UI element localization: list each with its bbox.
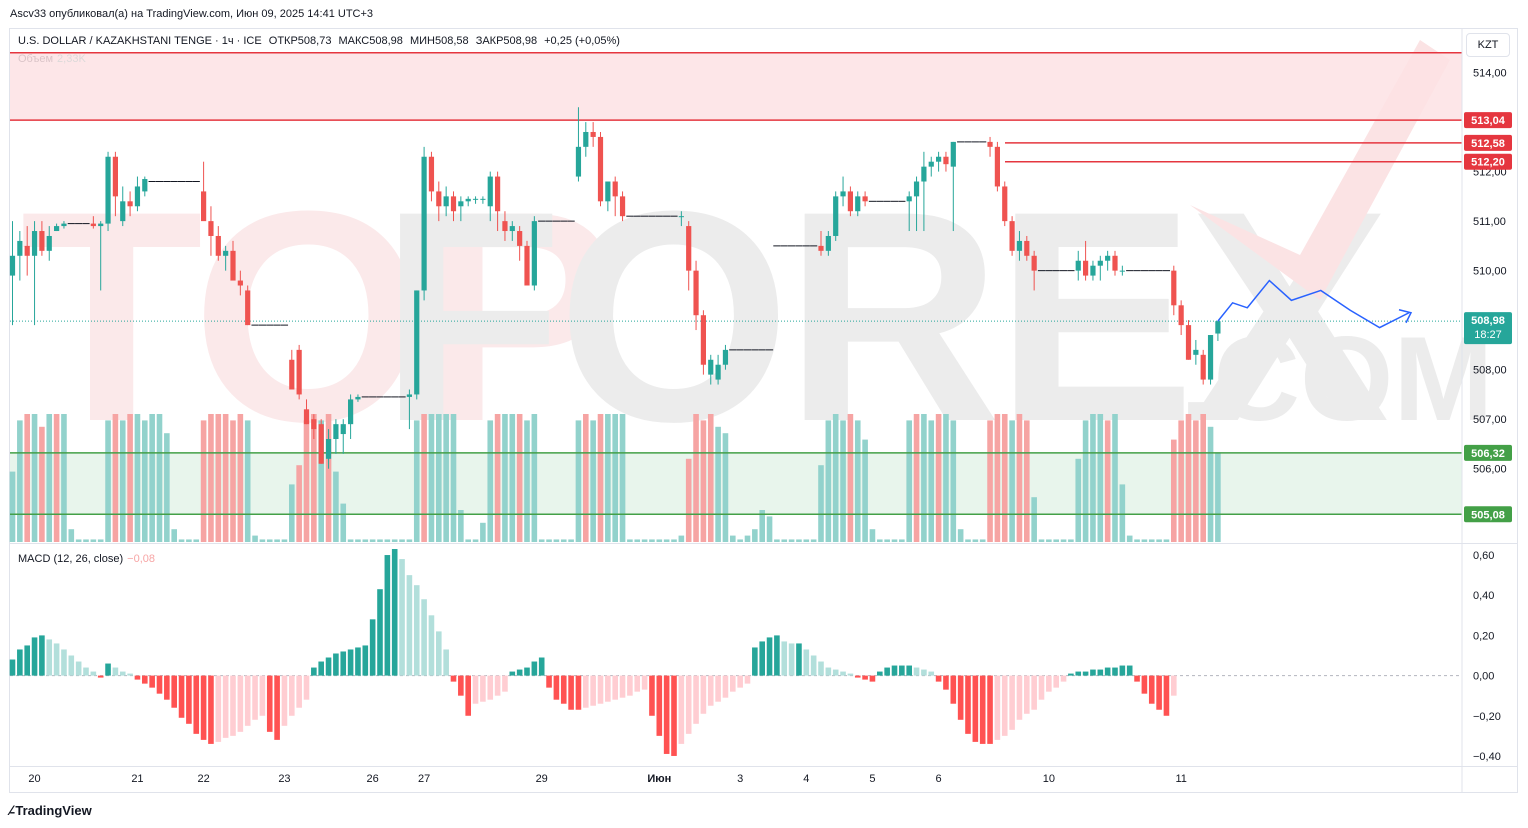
macd-legend[interactable]: MACD (12, 26, close) −0,08 [18,553,155,565]
open-value: ОТКР508,73 [268,35,332,47]
publisher-note: Ascv33 опубликовал(а) на TradingView.com… [10,8,374,20]
tradingview-logo[interactable]: ⁄̵ TradingView [10,802,92,818]
volume-label: Объем [18,53,54,65]
change-value: +0,25 (+0,05%) [544,35,620,47]
low-value: МИН508,58 [409,35,469,47]
macd-label: MACD (12, 26, close) [18,553,124,565]
symbol-legend[interactable]: U.S. DOLLAR / KAZAKHSTANI TENGE · 1ч · I… [18,35,624,47]
volume-value: 2,33K [57,53,86,65]
chart-frame [9,28,1518,793]
brand-name: TradingView [15,802,92,818]
symbol-title[interactable]: U.S. DOLLAR / KAZAKHSTANI TENGE · 1ч · I… [18,35,262,47]
macd-value: −0,08 [127,553,155,565]
close-value: ЗАКР508,98 [475,35,538,47]
high-value: МАКС508,98 [338,35,403,47]
currency-button[interactable]: KZT [1466,33,1510,57]
tradingview-icon: ⁄̵ [10,802,13,818]
volume-legend[interactable]: Объем 2,33K [18,53,86,65]
